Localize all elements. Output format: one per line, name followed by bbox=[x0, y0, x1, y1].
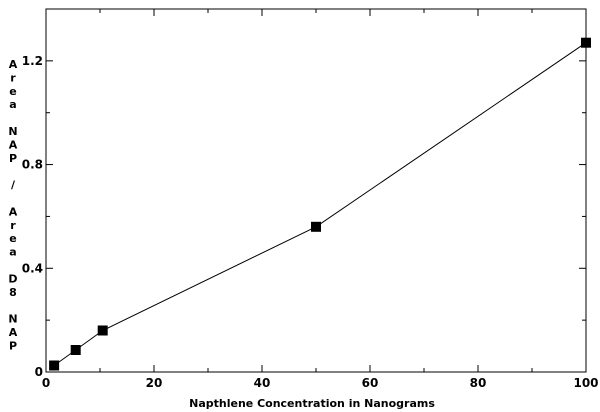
y-axis-title-char: A bbox=[9, 326, 18, 339]
data-point bbox=[581, 37, 591, 48]
y-axis-title-char: A bbox=[9, 138, 18, 151]
data-point bbox=[311, 221, 321, 232]
x-tick-label: 20 bbox=[146, 376, 163, 390]
x-tick-label: 100 bbox=[573, 376, 598, 390]
data-markers bbox=[49, 37, 591, 371]
y-axis-title-char: r bbox=[10, 71, 16, 84]
y-axis-title-char: N bbox=[8, 313, 17, 326]
y-axis-title-char: e bbox=[9, 232, 16, 245]
y-axis-title-char: A bbox=[9, 58, 18, 71]
y-axis-title-char: a bbox=[9, 246, 16, 259]
y-axis-title-char: r bbox=[10, 219, 16, 232]
y-tick-label: 1.2 bbox=[22, 54, 43, 68]
y-axis-title-char: A bbox=[9, 205, 18, 218]
x-tick-label: 80 bbox=[470, 376, 487, 390]
y-axis-title-char: P bbox=[9, 339, 17, 352]
y-axis-title-char: e bbox=[9, 85, 16, 98]
x-tick-label: 60 bbox=[362, 376, 379, 390]
axes bbox=[45, 8, 587, 373]
y-axis-title-char: N bbox=[8, 125, 17, 138]
x-axis-title: Napthlene Concentration in Nanograms bbox=[189, 397, 435, 410]
y-axis-title-char: a bbox=[9, 98, 16, 111]
y-axis-title-char: 8 bbox=[9, 286, 17, 299]
y-axis-title-char: P bbox=[9, 152, 17, 165]
data-point bbox=[49, 360, 60, 371]
y-axis-title-char: D bbox=[8, 272, 17, 285]
data-point bbox=[97, 325, 108, 336]
data-point bbox=[70, 345, 81, 355]
plot-frame bbox=[45, 8, 587, 373]
y-tick-label: 0.8 bbox=[22, 158, 43, 172]
tick-labels: 0 20 40 60 80 100 0 0.4 0.8 1.2 bbox=[22, 54, 599, 390]
x-tick-label: 40 bbox=[254, 376, 271, 390]
x-tick-label: 0 bbox=[42, 376, 50, 390]
y-axis-title-char: / bbox=[11, 179, 16, 192]
ticks bbox=[45, 8, 587, 373]
y-tick-label: 0.4 bbox=[22, 261, 43, 275]
series-line bbox=[53, 42, 587, 366]
y-tick-label: 0 bbox=[35, 365, 43, 379]
